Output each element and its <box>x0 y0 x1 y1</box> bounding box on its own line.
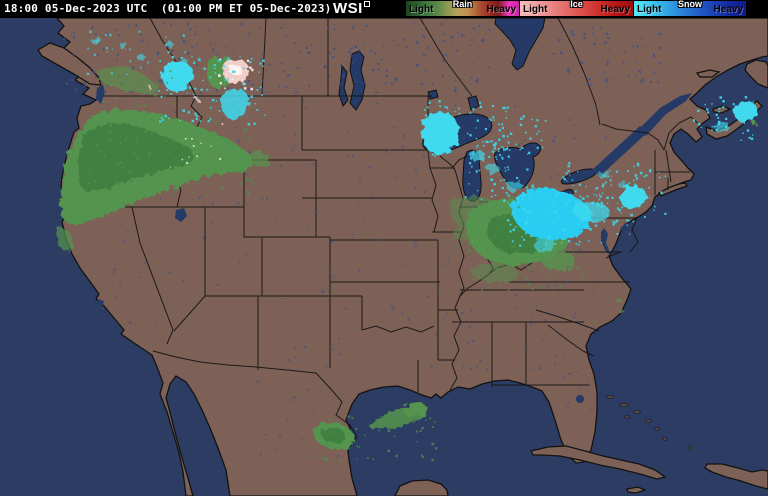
legend-snow-label: Snow <box>678 0 702 9</box>
hispaniola <box>704 463 768 490</box>
legend-rain-label: Rain <box>452 0 473 9</box>
landmass <box>37 17 768 496</box>
continent-outline <box>55 17 768 496</box>
wsi-logo: WSI <box>333 0 370 17</box>
lake-winnipeg <box>349 50 366 111</box>
san-francisco-bay <box>97 299 104 307</box>
wsi-logo-mark <box>363 1 370 7</box>
legend-ice-label: Ice <box>570 0 583 9</box>
legend-ice-heavy: Heavy <box>600 4 630 15</box>
anticosti-island <box>695 69 721 78</box>
prince-edward-island <box>712 105 732 114</box>
legend-snow-light: Light <box>637 4 662 15</box>
legend-rain-heavy: Heavy <box>486 4 516 15</box>
precip-speckles <box>86 30 755 462</box>
legend-rain-scale: Rain Light Heavy <box>406 0 519 16</box>
chesapeake-bay <box>601 228 611 255</box>
geography-layer <box>37 17 768 496</box>
great-salt-lake <box>175 208 187 222</box>
title-bar: 18:00 05-Dec-2023 UTC (01:00 PM ET 05-De… <box>0 0 768 18</box>
lake-okeechobee <box>576 395 584 403</box>
legend-snow-heavy: Heavy <box>713 4 743 15</box>
legend-ice-scale: Ice Light Heavy <box>520 0 633 16</box>
vancouver-island <box>37 42 102 86</box>
newfoundland <box>744 59 768 89</box>
lake-nipigon <box>467 95 480 111</box>
cuba <box>530 445 667 480</box>
delaware-bay <box>620 222 629 232</box>
lake-ontario <box>560 168 597 185</box>
st-lawrence-river <box>592 126 648 176</box>
legend-snow-scale: Snow Light Heavy <box>634 0 746 16</box>
hudson-bay <box>494 17 546 71</box>
bahamas <box>606 395 692 450</box>
legend-rain-light: Light <box>409 4 434 15</box>
long-island <box>658 182 689 197</box>
lake-of-the-woods <box>427 89 439 100</box>
gulf-of-st-lawrence-estuary <box>638 93 692 136</box>
puget-sound <box>96 85 105 104</box>
legend-ice-light: Light <box>523 4 548 15</box>
jamaica <box>626 486 647 494</box>
yucatan <box>394 479 449 496</box>
timestamp-text: 18:00 05-Dec-2023 UTC (01:00 PM ET 05-De… <box>4 2 332 15</box>
